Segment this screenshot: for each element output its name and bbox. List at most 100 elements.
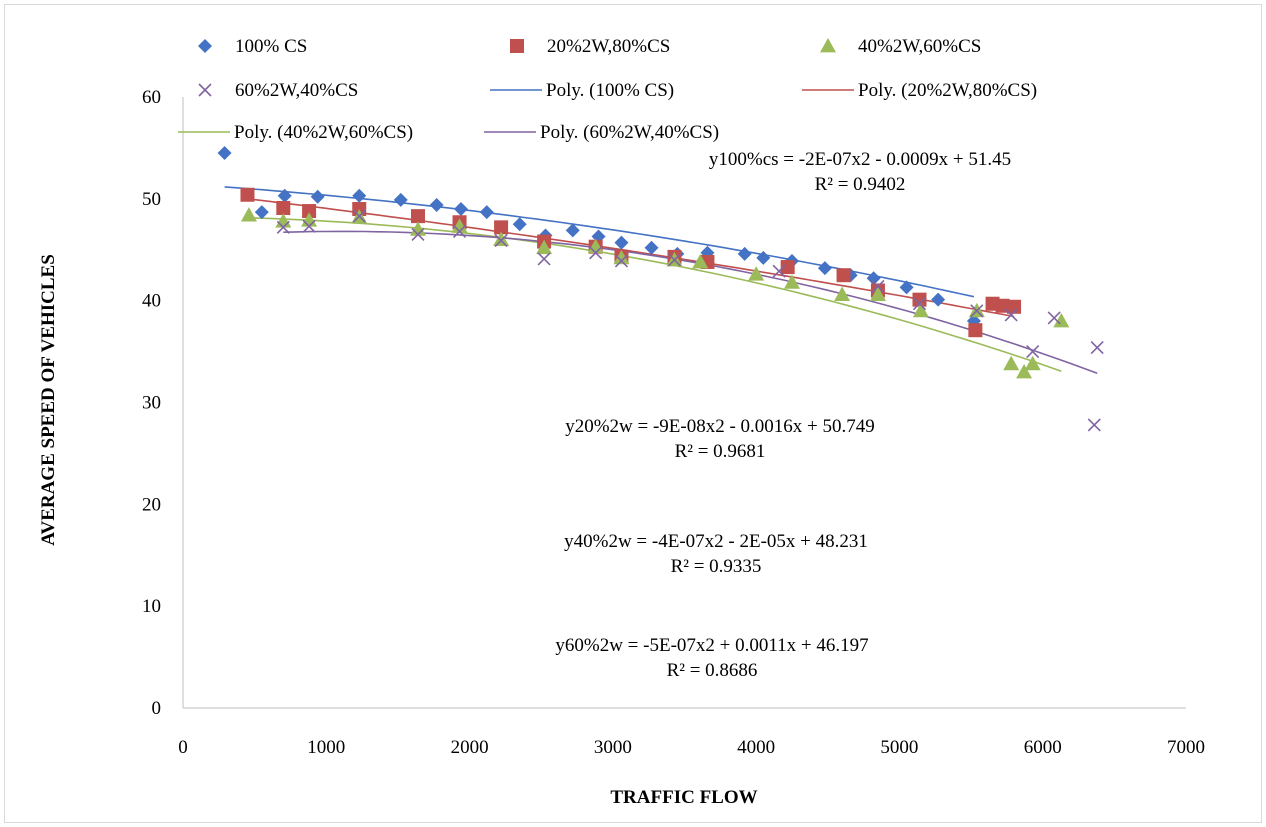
data-point (240, 187, 255, 202)
legend-symbol (198, 83, 212, 97)
legend-label: Poly. (20%2W,80%CS) (858, 80, 1037, 101)
data-point (352, 188, 367, 203)
trendline (283, 230, 1098, 375)
legend-symbol (510, 39, 524, 53)
data-point (737, 246, 752, 261)
data-point (275, 213, 292, 228)
data-point (451, 218, 468, 233)
y-tick-label: 30 (142, 393, 161, 414)
x-tick-label: 2000 (451, 737, 489, 758)
data-point (1024, 355, 1041, 371)
data-point (1003, 355, 1020, 371)
data-point (613, 249, 630, 265)
data-point (756, 250, 771, 265)
legend-label: Poly. (100% CS) (546, 80, 674, 101)
data-point (240, 207, 257, 222)
data-point (968, 323, 983, 338)
legend-label: 20%2W,80%CS (547, 36, 670, 57)
legend: 100% CS 20%2W,80%CS 40%2W,60%CS 60%2W,40%CS… (178, 36, 1037, 143)
r-squared-label: R² = 0.9335 (671, 556, 762, 577)
y-axis-title: AVERAGE SPEED OF VEHICLES (38, 254, 59, 546)
legend-label: 60%2W,40%CS (235, 80, 358, 101)
data-point (276, 200, 291, 215)
data-point (871, 279, 885, 293)
y-tick-label: 50 (142, 189, 161, 210)
data-point (931, 292, 946, 307)
data-point (869, 286, 886, 301)
data-point (453, 202, 468, 217)
data-point (834, 286, 851, 301)
legend-label: 100% CS (235, 36, 307, 57)
data-point (1053, 313, 1070, 328)
data-point (836, 268, 851, 283)
data-point (817, 261, 832, 276)
data-point (1090, 340, 1104, 355)
legend-label: Poly. (40%2W,60%CS) (234, 122, 413, 143)
data-point (614, 254, 629, 268)
data-points (217, 146, 1104, 432)
data-point (1047, 311, 1061, 325)
equation-annotations: y100%cs = -2E-07x2 - 0.0009x + 51.45 R² =… (555, 149, 1011, 681)
data-point (912, 297, 927, 311)
data-point (866, 271, 881, 286)
data-point (217, 146, 232, 161)
data-point (912, 302, 929, 318)
r-squared-label: R² = 0.9402 (815, 174, 906, 195)
y-tick-label: 60 (142, 87, 161, 108)
x-tick-label: 6000 (1024, 737, 1062, 758)
data-point (1026, 345, 1040, 359)
y-tick-label: 0 (152, 698, 162, 719)
data-point (667, 253, 682, 267)
chart-frame (4, 4, 1262, 823)
x-tick-label: 5000 (880, 737, 918, 758)
data-point (393, 192, 408, 207)
data-point (970, 304, 984, 318)
x-tick-label: 4000 (737, 737, 775, 758)
y-tick-label: 10 (142, 596, 161, 617)
data-point (512, 217, 527, 232)
legend-label: Poly. (60%2W,40%CS) (540, 122, 719, 143)
x-tick-label: 1000 (307, 737, 345, 758)
data-point (494, 234, 508, 248)
data-point (692, 253, 709, 269)
data-point (429, 197, 444, 212)
equation-label: y100%cs = -2E-07x2 - 0.0009x + 51.45 (709, 149, 1011, 170)
data-point (302, 219, 316, 233)
data-point (276, 220, 290, 234)
x-tick-label: 0 (178, 737, 188, 758)
data-point (912, 292, 927, 307)
data-point (409, 221, 426, 236)
data-point (780, 260, 795, 275)
data-point (644, 240, 659, 255)
data-point (352, 209, 366, 223)
data-point (494, 220, 509, 235)
trendline (248, 217, 1062, 372)
data-point (277, 188, 292, 203)
x-tick-label: 3000 (594, 737, 632, 758)
y-tick-label: 40 (142, 291, 161, 312)
data-point (411, 227, 425, 242)
data-point (479, 205, 494, 220)
data-point (537, 252, 551, 266)
legend-symbol (820, 38, 836, 53)
data-point (452, 224, 467, 238)
equation-label: y60%2w = -5E-07x2 + 0.0011x + 46.197 (555, 635, 868, 656)
x-axis-title: TRAFFIC FLOW (610, 787, 757, 808)
data-point (1087, 418, 1101, 432)
data-point (772, 264, 786, 278)
data-point (493, 231, 510, 246)
trendline (247, 197, 1015, 318)
data-point (310, 189, 325, 204)
data-point (254, 205, 269, 220)
equation-label: y20%2w = -9E-08x2 - 0.0016x + 50.749 (565, 416, 875, 437)
equation-label: y40%2w = -4E-07x2 - 2E-05x + 48.231 (564, 531, 868, 552)
data-point (783, 274, 800, 289)
data-point (1007, 299, 1022, 314)
data-point (536, 239, 553, 255)
data-point (589, 246, 603, 260)
data-point (899, 280, 914, 295)
legend-label: 40%2W,60%CS (858, 36, 981, 57)
r-squared-label: R² = 0.9681 (675, 441, 766, 462)
data-point (748, 266, 765, 281)
data-point (1004, 308, 1018, 322)
